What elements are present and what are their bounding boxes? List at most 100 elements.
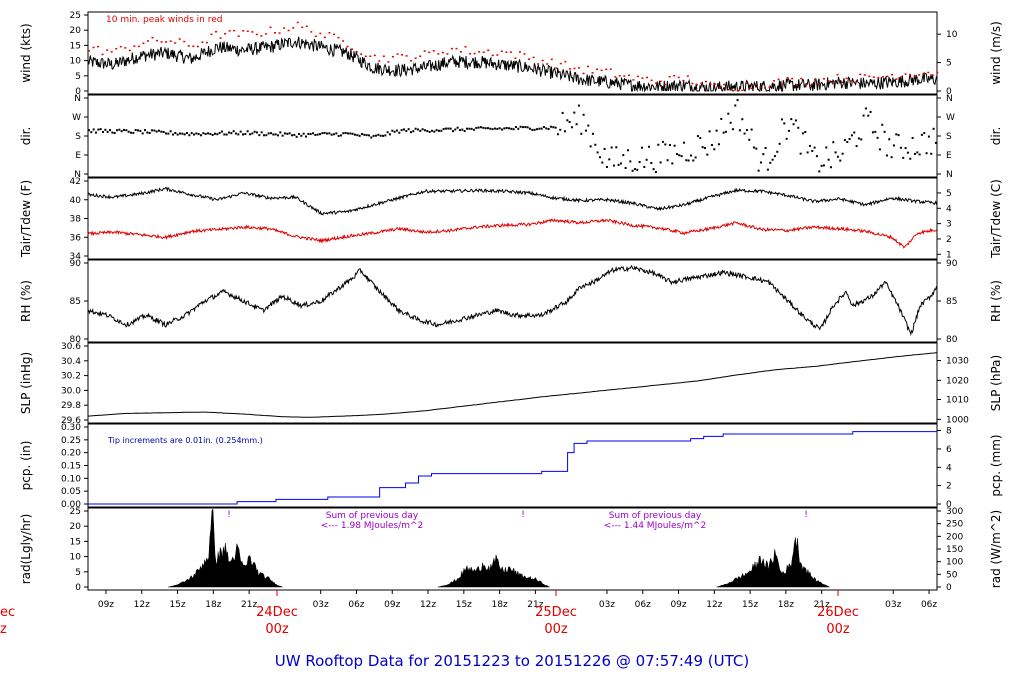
dir-point: [694, 156, 697, 159]
wind-peak-point: [845, 77, 848, 80]
wind-peak-point: [391, 55, 394, 58]
dir-point: [276, 134, 279, 137]
dir-point: [661, 140, 664, 143]
rad-tick-right-label: 300: [946, 507, 963, 517]
dir-point: [246, 130, 249, 133]
dir-point: [696, 135, 699, 138]
wind-peak-point: [773, 80, 776, 82]
wind-peak-point: [596, 68, 599, 70]
x-tick-label: 15z: [742, 600, 758, 610]
dir-point: [787, 129, 790, 132]
dir-point: [391, 129, 394, 132]
dir-point: [423, 129, 426, 132]
wind-peak-point: [646, 76, 649, 79]
wind-peak-point: [219, 37, 222, 39]
dir-point: [155, 130, 158, 133]
wind-peak-point: [224, 33, 227, 35]
dir-point: [608, 158, 611, 161]
wind-peak-point: [582, 72, 585, 75]
rad-tick-right-label: 100: [946, 558, 963, 568]
dir-point: [493, 127, 496, 130]
wind-peak-point: [305, 25, 308, 28]
dir-point: [594, 143, 597, 146]
dir-point: [286, 132, 289, 135]
wind-peak-point: [310, 31, 313, 33]
dir-point: [108, 129, 111, 132]
wind-peak-point: [423, 50, 426, 52]
dir-point: [332, 133, 335, 136]
wind-peak-point: [319, 32, 322, 35]
wind-peak-point: [591, 72, 594, 74]
dir-point: [913, 152, 916, 155]
dir-point: [727, 112, 730, 115]
dir-point: [883, 130, 886, 133]
dir-point: [248, 133, 251, 136]
wind-peak-point: [854, 81, 857, 84]
wind-peak-point: [283, 27, 286, 29]
dir-point: [267, 132, 270, 135]
rad-day-marker: !: [227, 510, 231, 520]
dir-point: [629, 160, 632, 163]
wind-peak-point: [763, 87, 766, 89]
dir-point: [321, 132, 324, 135]
wind-peak-point: [704, 80, 707, 83]
dir-point: [265, 134, 268, 137]
dir-point: [601, 161, 604, 164]
temp-tick-right-label: 3: [946, 220, 952, 230]
dir-point: [239, 130, 242, 133]
rh-tick-right-label: 90: [946, 259, 958, 269]
dir-point: [218, 131, 221, 134]
dir-point: [372, 134, 375, 137]
slp-ylabel-right: SLP (hPa): [989, 355, 1003, 411]
dir-point: [797, 126, 800, 129]
x-tick-label: 12z: [134, 600, 150, 610]
dir-point: [668, 144, 671, 147]
dir-point: [433, 130, 436, 133]
wind-peak-point: [187, 45, 190, 47]
dir-point: [643, 165, 646, 168]
wind-peak-point: [736, 90, 739, 92]
wind-peak-point: [568, 68, 571, 70]
wind-peak-point: [623, 75, 626, 77]
dir-point: [447, 127, 450, 130]
dir-point: [657, 143, 660, 146]
dir-point: [484, 127, 487, 130]
dir-point: [521, 126, 524, 129]
dir-point: [736, 99, 739, 102]
dir-point: [430, 129, 433, 132]
rad-annotation: Sum of previous day: [326, 511, 419, 521]
dir-point: [517, 127, 520, 130]
wind-annotation: 10 min. peak winds in red: [106, 15, 223, 25]
dir-point: [353, 133, 356, 136]
wind-peak-point: [573, 67, 576, 70]
wind-peak-point: [378, 60, 381, 62]
rad-day-marker: !: [804, 510, 808, 520]
rad-tick-right-label: 0: [946, 583, 952, 593]
dir-point: [393, 130, 396, 133]
rad-tick-left-label: 15: [70, 537, 81, 547]
dir-point: [678, 154, 681, 157]
wind-peak-point: [741, 89, 744, 92]
dir-point: [370, 136, 373, 139]
x-tick-label: 03z: [313, 600, 329, 610]
wind-peak-point: [655, 82, 658, 84]
dir-point: [251, 132, 254, 135]
wind-peak-point: [332, 33, 335, 36]
wind-peak-point: [364, 55, 367, 58]
dir-point: [365, 134, 368, 137]
x-tick-label: 15z: [456, 600, 472, 610]
dir-point: [274, 133, 277, 136]
dir-point: [785, 137, 788, 140]
dir-point: [713, 148, 716, 151]
panel-slp-frame: [87, 342, 938, 424]
dir-point: [479, 126, 482, 129]
wind-peak-point: [532, 56, 535, 59]
dir-point: [622, 154, 625, 157]
dir-point: [463, 130, 466, 133]
dir-point: [755, 147, 758, 150]
temp-series-0: [87, 186, 937, 216]
wind-peak-point: [927, 71, 930, 74]
wind-peak-point: [228, 30, 231, 32]
dir-point: [799, 152, 802, 155]
dir-point: [507, 127, 510, 130]
